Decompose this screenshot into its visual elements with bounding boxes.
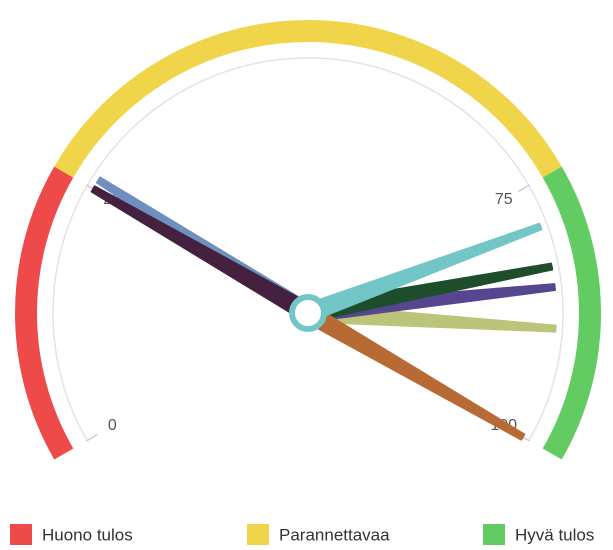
needle-pivot <box>289 294 327 332</box>
legend-swatch <box>10 524 32 546</box>
tick-label: 0 <box>108 417 117 434</box>
gauge-band <box>54 20 562 178</box>
legend-label: Huono tulos <box>42 525 133 544</box>
tick-mark <box>518 184 531 193</box>
legend-swatch <box>247 524 269 546</box>
gauge-band <box>542 166 601 460</box>
axis-arc <box>52 57 564 441</box>
tick-mark <box>85 433 98 442</box>
needle <box>90 185 324 328</box>
legend-swatch <box>483 524 505 546</box>
legend-label: Hyvä tulos <box>515 525 594 544</box>
tick-label: 75 <box>495 191 513 208</box>
legend-label: Parannettavaa <box>279 525 390 544</box>
gauge-band <box>15 166 74 460</box>
